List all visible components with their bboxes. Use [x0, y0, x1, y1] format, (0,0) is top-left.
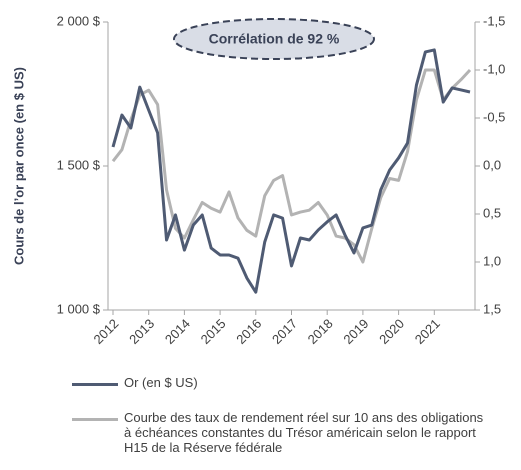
series-line	[111, 68, 472, 264]
legend-label: Courbe des taux de rendement réel sur 10…	[124, 410, 484, 455]
legend-entry: Courbe des taux de rendement réel sur 10…	[72, 410, 492, 455]
x-tick-label: 2015	[198, 316, 229, 347]
x-tick-label: 2017	[269, 316, 300, 347]
y2-tick-label: -1,5	[483, 13, 505, 28]
annotation: Corrélation de 92 %	[209, 31, 340, 47]
legend-entry: Or (en $ US)	[72, 375, 198, 390]
y2-tick-label: 0,0	[483, 157, 501, 172]
y2-tick-label: 1,0	[483, 253, 501, 268]
x-tick-label: 2021	[412, 316, 443, 347]
legend-label: Or (en $ US)	[124, 375, 198, 390]
x-tick-label: 2016	[233, 316, 264, 347]
x-tick-label: 2012	[90, 316, 121, 347]
y2-tick-label: 1,5	[483, 301, 501, 316]
legend-swatch	[72, 418, 118, 421]
legend-swatch	[72, 383, 118, 386]
y2-tick-label: 0,5	[483, 205, 501, 220]
x-tick-label: 2013	[126, 316, 157, 347]
y-tick-label: 2 000 $	[57, 13, 101, 28]
chart: Corrélation de 92 % Cours de l’or par on…	[11, 13, 505, 347]
y-tick-label: 1 500 $	[57, 157, 101, 172]
x-tick-label: 2019	[340, 316, 371, 347]
y2-tick-label: -0,5	[483, 109, 505, 124]
x-tick-label: 2018	[305, 316, 336, 347]
x-tick-label: 2014	[162, 316, 193, 347]
y2-tick-label: -1,0	[483, 61, 505, 76]
annotation-ellipse	[173, 18, 375, 60]
y-tick-label: 1 000 $	[57, 301, 101, 316]
series-line	[111, 48, 471, 294]
y-axis-label: Cours de l’or par once (en $ US)	[11, 67, 26, 265]
x-tick-label: 2020	[376, 316, 407, 347]
